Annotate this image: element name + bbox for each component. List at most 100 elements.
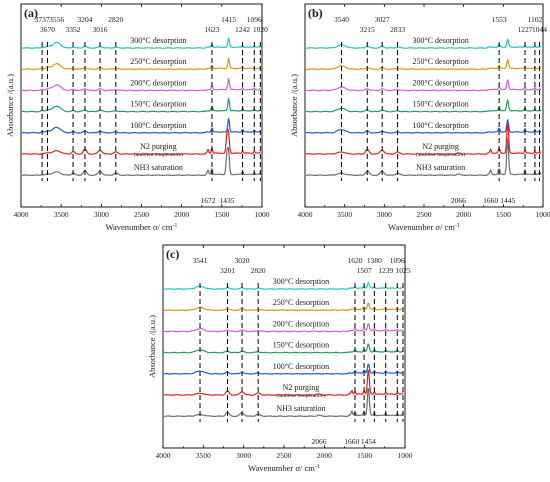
series-label: 250°C desorption (413, 57, 469, 66)
x-tick-label: 4000 (156, 451, 171, 460)
panel-label: (c) (166, 247, 179, 261)
y-axis-title: Absorbance /(a.u.) (147, 315, 157, 378)
x-tick-label: 1000 (398, 451, 413, 460)
x-tick-label: 4000 (14, 210, 29, 219)
x-tick-label: 3000 (377, 210, 392, 219)
series-name: N2 purging (283, 383, 320, 392)
peak-label-bottom: 1454 (361, 437, 376, 446)
series-label: 200°C desorption (413, 78, 469, 87)
series-label: 250°C desorption (273, 298, 329, 307)
x-tick-label: 2000 (317, 451, 332, 460)
spectrum-line (21, 147, 261, 176)
series-name: 150°C desorption (273, 341, 329, 350)
series-label: NH3 saturation (134, 163, 183, 172)
spectrum-line (305, 138, 542, 176)
x-tick-label: 3500 (54, 210, 69, 219)
x-axis-title-sup: -1 (315, 464, 320, 470)
spectrum-line (21, 128, 261, 155)
spectrum-line (22, 118, 261, 134)
panel-label: (b) (308, 6, 323, 20)
peak-label: 3541 (193, 256, 208, 265)
spectrum-line (163, 302, 404, 311)
series-subtitle: (ambient temperature) (134, 151, 183, 158)
x-tick-label: 3000 (236, 451, 251, 460)
peak-label: 1620 (347, 256, 362, 265)
peak-label: 1020 (253, 25, 268, 34)
peak-label: 2820 (108, 15, 123, 24)
peak-label: 1415 (221, 15, 236, 24)
series-name: 200°C desorption (273, 319, 329, 328)
series-name: 100°C desorption (130, 121, 186, 130)
peak-label: 2820 (251, 266, 266, 275)
series-name: 200°C desorption (130, 78, 186, 87)
spectrum-line (305, 121, 542, 155)
series-label: 100°C desorption (413, 121, 469, 130)
peak-label: 3016 (93, 25, 108, 34)
spectrum-line (306, 38, 542, 49)
peak-label: 1507 (357, 266, 372, 275)
series-label: 300°C desorption (130, 36, 186, 45)
peak-label: 1025 (395, 266, 410, 275)
peak-label: 3027 (375, 15, 390, 24)
panel-0: (a) 4000 3500 3000 2500 2000 1500 1000 Wavenumbe… (5, 3, 270, 232)
peak-label: 3020 (235, 256, 250, 265)
spectrum-line (163, 369, 404, 396)
series-label: 200°C desorption (273, 319, 329, 328)
peak-label: 3737 (35, 15, 50, 24)
peak-label: 1239 (378, 266, 393, 275)
series-label: N2 purging (422, 142, 459, 151)
series-name: 100°C desorption (273, 362, 329, 371)
peak-label: 3670 (40, 25, 55, 34)
series-name: 200°C desorption (413, 78, 469, 87)
x-axis-title: Wavenumber σ/ cm-1 (106, 222, 178, 232)
spectrum-line (164, 363, 404, 375)
series-label: 300°C desorption (273, 277, 329, 286)
peak-label: 1380 (367, 256, 382, 265)
peak-label-bottom: 2066 (451, 196, 466, 205)
peak-label: 3556 (49, 15, 64, 24)
series-label: NH3 saturation (416, 163, 465, 172)
peak-label-bottom: 1435 (220, 196, 235, 205)
x-axis-title-text: Wavenumber σ/ cm (106, 222, 173, 232)
x-axis-title: Wavenumber σ/ cm-1 (248, 463, 320, 473)
series-name: 250°C desorption (130, 57, 186, 66)
series-label: NH3 saturation (276, 404, 325, 413)
series-label: 100°C desorption (130, 121, 186, 130)
series-label: 100°C desorption (273, 362, 329, 371)
peak-label: 3540 (334, 15, 349, 24)
peak-label: 1623 (204, 25, 219, 34)
series-label: N2 purging (283, 383, 320, 392)
x-tick-label: 1500 (214, 210, 229, 219)
peak-label: 1044 (532, 25, 547, 34)
y-axis-title: Absorbance /(a.u.) (5, 74, 15, 137)
x-tick-label: 3500 (337, 210, 352, 219)
spectrum-line (163, 387, 404, 417)
x-axis-title-text: Wavenumber σ/ cm (388, 222, 455, 232)
spectrum-line (21, 57, 261, 70)
series-name: 300°C desorption (130, 36, 186, 45)
x-tick-label: 1500 (496, 210, 511, 219)
series-label: 150°C desorption (130, 100, 186, 109)
spectrum-line (305, 79, 542, 92)
series-name: NH3 saturation (134, 163, 183, 172)
panel-label: (a) (24, 6, 38, 20)
x-tick-label: 3000 (94, 210, 109, 219)
series-label: 250°C desorption (130, 57, 186, 66)
series-name: 100°C desorption (413, 121, 469, 130)
spectrum-line (306, 99, 542, 113)
spectrum-line (21, 78, 261, 92)
spectrum-line (306, 119, 542, 134)
y-axis-title: Absorbance /(a.u.) (289, 74, 299, 137)
peak-label: 1102 (528, 15, 543, 24)
spectrum-line (22, 37, 261, 49)
x-tick-label: 2500 (417, 210, 432, 219)
series-subtitle: (ambient temperature) (416, 151, 465, 158)
x-tick-label: 1500 (357, 451, 372, 460)
x-tick-label: 3500 (196, 451, 211, 460)
spectrum-line (164, 282, 404, 290)
peak-label: 3352 (66, 25, 81, 34)
series-name: 300°C desorption (413, 36, 469, 45)
peak-label-bottom: 2066 (312, 437, 327, 446)
series-label: N2 purging (140, 142, 177, 151)
